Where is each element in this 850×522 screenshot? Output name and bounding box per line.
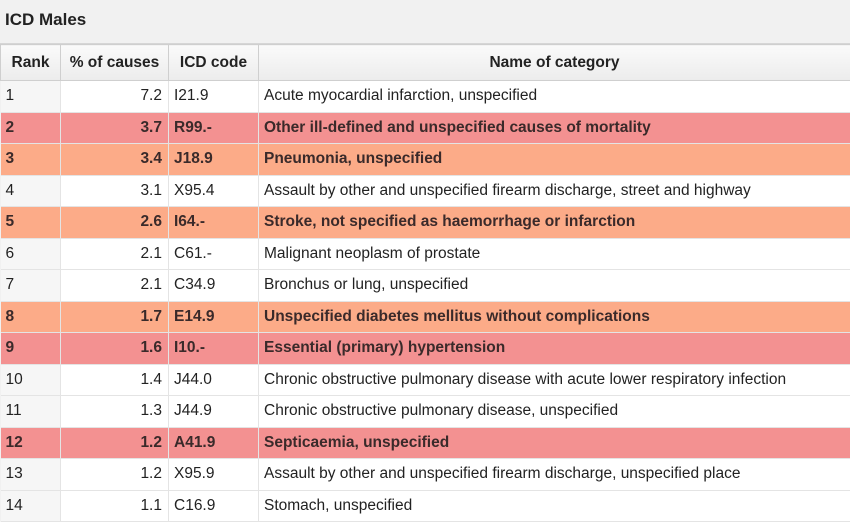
cell-icd-code: C34.9 xyxy=(169,270,259,302)
cell-icd-code: C61.- xyxy=(169,238,259,270)
cell-rank: 10 xyxy=(1,364,61,396)
cell-icd-code: I21.9 xyxy=(169,81,259,113)
cell-rank: 6 xyxy=(1,238,61,270)
panel-title: ICD Males xyxy=(0,0,850,44)
cell-icd-code: X95.4 xyxy=(169,175,259,207)
cell-icd-code: C16.9 xyxy=(169,490,259,522)
cell-pct: 1.3 xyxy=(61,396,169,428)
cell-category-name: Stomach, unspecified xyxy=(259,490,850,522)
cell-category-name: Chronic obstructive pulmonary disease wi… xyxy=(259,364,850,396)
cell-rank: 11 xyxy=(1,396,61,428)
cell-rank: 4 xyxy=(1,175,61,207)
icd-table: Rank % of causes ICD code Name of catego… xyxy=(0,44,850,522)
column-header-name[interactable]: Name of category xyxy=(259,45,850,81)
cell-icd-code: I10.- xyxy=(169,333,259,365)
cell-category-name: Bronchus or lung, unspecified xyxy=(259,270,850,302)
column-header-pct[interactable]: % of causes xyxy=(61,45,169,81)
cell-icd-code: R99.- xyxy=(169,112,259,144)
cell-category-name: Malignant neoplasm of prostate xyxy=(259,238,850,270)
cell-icd-code: X95.9 xyxy=(169,459,259,491)
cell-rank: 7 xyxy=(1,270,61,302)
cell-rank: 12 xyxy=(1,427,61,459)
cell-pct: 3.7 xyxy=(61,112,169,144)
cell-rank: 3 xyxy=(1,144,61,176)
cell-pct: 7.2 xyxy=(61,81,169,113)
cell-category-name: Unspecified diabetes mellitus without co… xyxy=(259,301,850,333)
cell-category-name: Assault by other and unspecified firearm… xyxy=(259,459,850,491)
cell-pct: 3.1 xyxy=(61,175,169,207)
column-header-rank[interactable]: Rank xyxy=(1,45,61,81)
cell-icd-code: I64.- xyxy=(169,207,259,239)
column-header-icd[interactable]: ICD code xyxy=(169,45,259,81)
cell-rank: 13 xyxy=(1,459,61,491)
cell-pct: 1.2 xyxy=(61,459,169,491)
cell-category-name: Pneumonia, unspecified xyxy=(259,144,850,176)
cell-category-name: Assault by other and unspecified firearm… xyxy=(259,175,850,207)
cell-rank: 14 xyxy=(1,490,61,522)
cell-rank: 9 xyxy=(1,333,61,365)
cell-rank: 8 xyxy=(1,301,61,333)
cell-category-name: Acute myocardial infarction, unspecified xyxy=(259,81,850,113)
cell-pct: 1.1 xyxy=(61,490,169,522)
cell-category-name: Stroke, not specified as haemorrhage or … xyxy=(259,207,850,239)
cell-pct: 2.6 xyxy=(61,207,169,239)
cell-rank: 5 xyxy=(1,207,61,239)
cell-pct: 1.4 xyxy=(61,364,169,396)
cell-pct: 1.7 xyxy=(61,301,169,333)
table-header-row: Rank % of causes ICD code Name of catego… xyxy=(1,45,850,81)
cell-icd-code: J44.0 xyxy=(169,364,259,396)
cell-icd-code: J44.9 xyxy=(169,396,259,428)
cell-icd-code: E14.9 xyxy=(169,301,259,333)
cell-pct: 1.2 xyxy=(61,427,169,459)
cell-pct: 1.6 xyxy=(61,333,169,365)
cell-category-name: Essential (primary) hypertension xyxy=(259,333,850,365)
cell-pct: 2.1 xyxy=(61,270,169,302)
cell-icd-code: J18.9 xyxy=(169,144,259,176)
cell-icd-code: A41.9 xyxy=(169,427,259,459)
cell-category-name: Other ill-defined and unspecified causes… xyxy=(259,112,850,144)
cell-category-name: Chronic obstructive pulmonary disease, u… xyxy=(259,396,850,428)
cell-category-name: Septicaemia, unspecified xyxy=(259,427,850,459)
cell-rank: 1 xyxy=(1,81,61,113)
cell-pct: 3.4 xyxy=(61,144,169,176)
cell-pct: 2.1 xyxy=(61,238,169,270)
cell-rank: 2 xyxy=(1,112,61,144)
